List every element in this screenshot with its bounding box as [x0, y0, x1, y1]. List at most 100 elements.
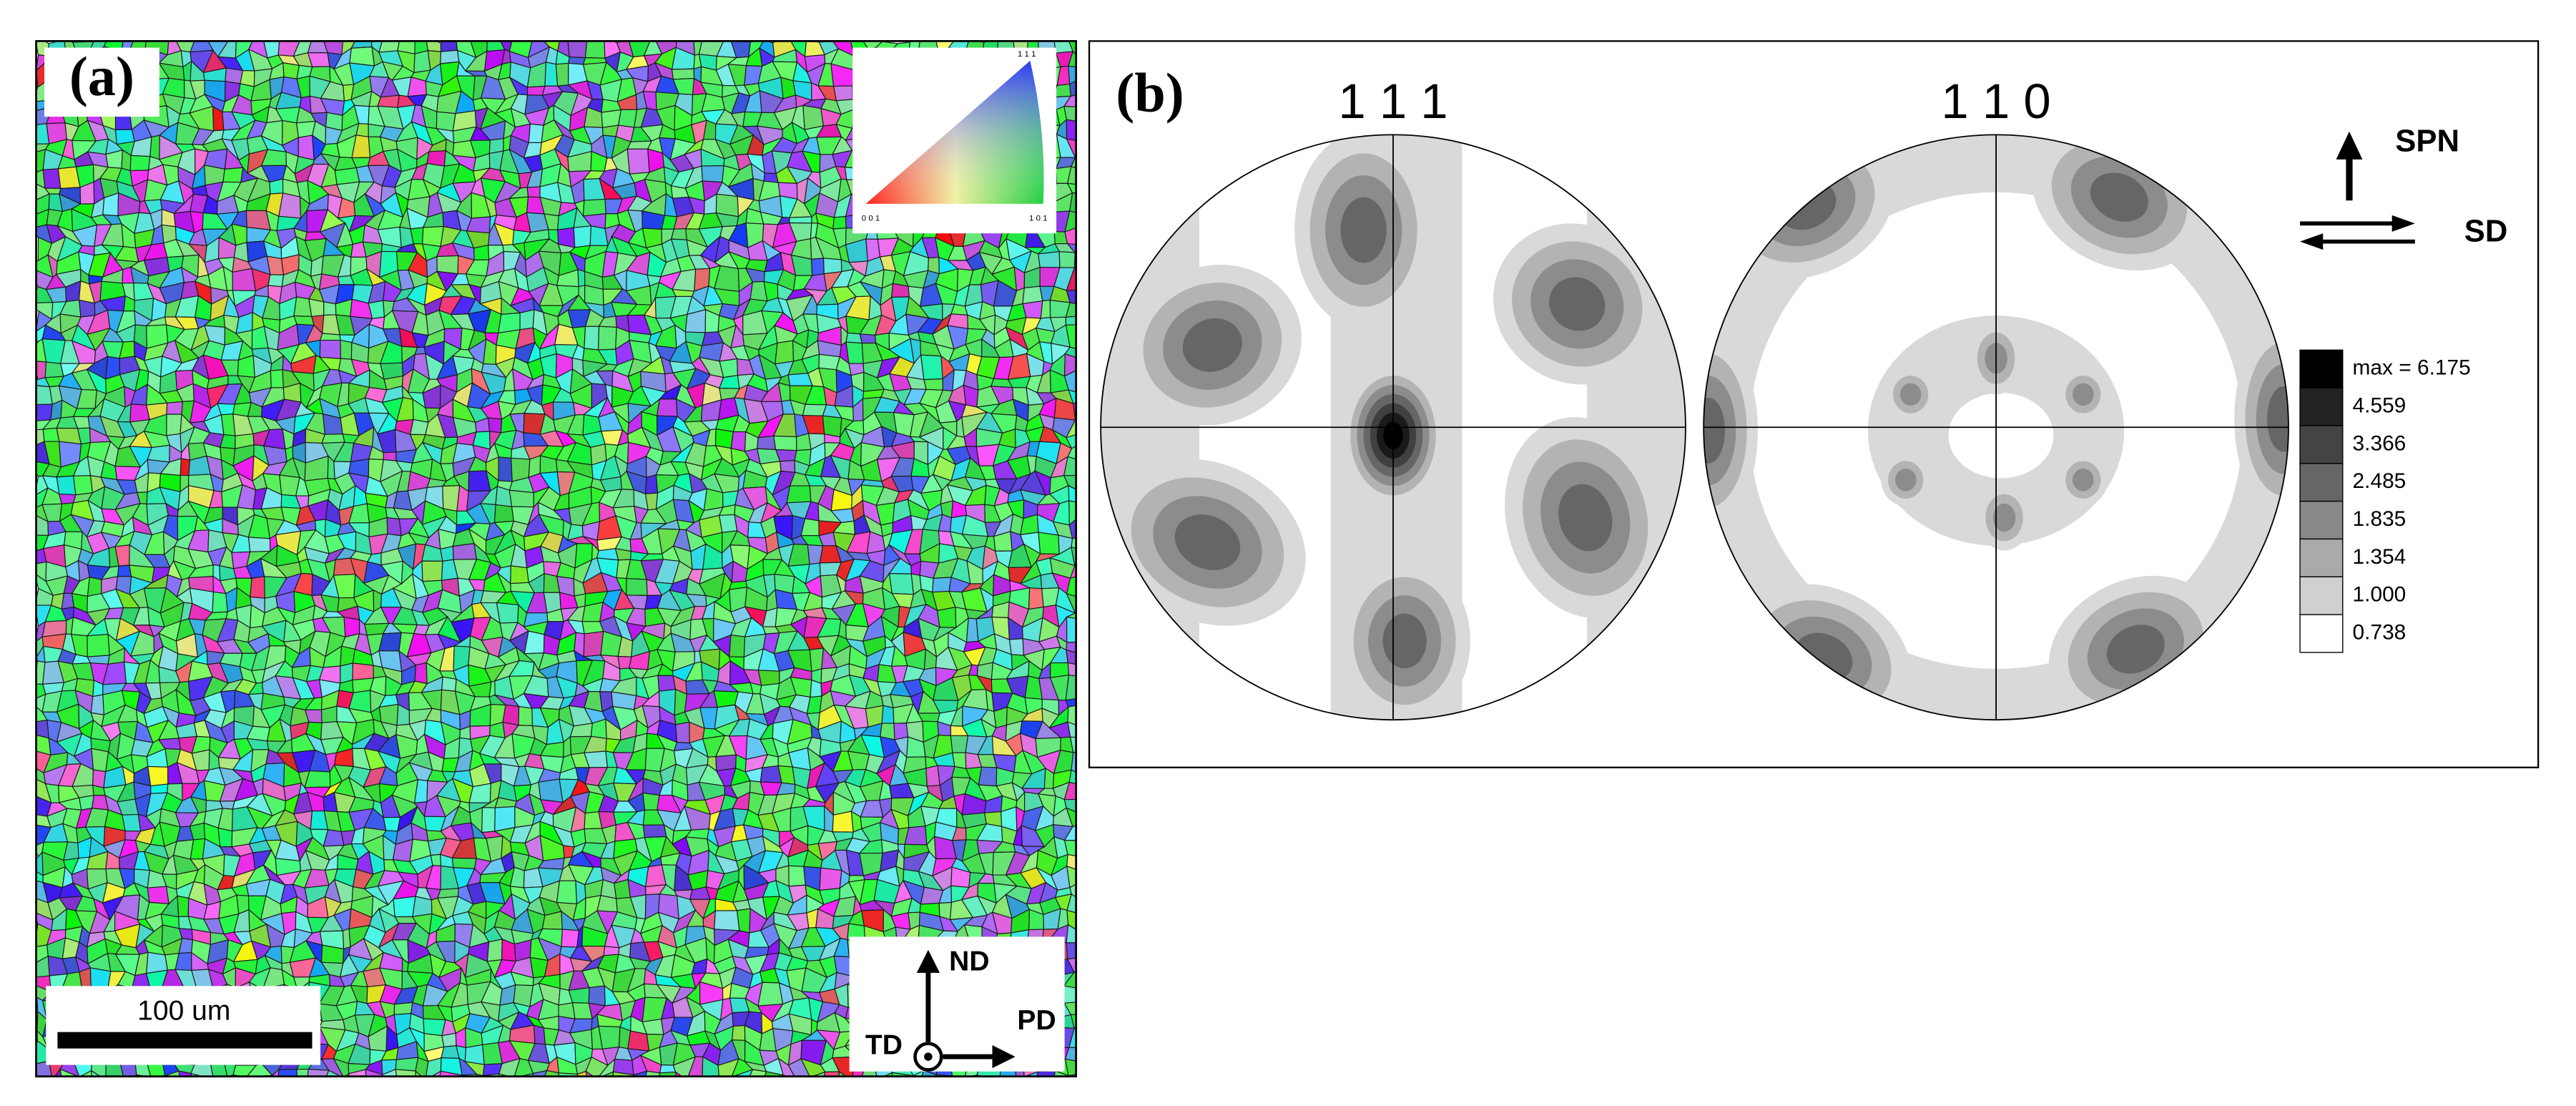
grain: [267, 274, 285, 288]
grain: [584, 326, 600, 351]
grain: [355, 122, 369, 138]
grain: [584, 41, 606, 59]
grain: [1066, 290, 1076, 305]
grain: [713, 910, 740, 931]
grain: [556, 880, 578, 905]
grain: [217, 827, 233, 848]
grain: [1066, 865, 1076, 889]
grain: [1008, 638, 1024, 656]
grain: [78, 299, 96, 318]
grain: [950, 735, 969, 753]
grain: [582, 198, 606, 217]
grain: [222, 167, 244, 183]
grain: [675, 721, 690, 744]
grain: [36, 123, 50, 145]
grain: [810, 679, 822, 698]
grain: [493, 504, 514, 524]
grain: [1068, 500, 1076, 527]
grain: [87, 634, 110, 657]
grain: [413, 50, 431, 74]
grain: [644, 492, 659, 511]
grain: [671, 68, 695, 80]
grain: [166, 413, 182, 436]
grain: [932, 577, 952, 593]
grain: [1065, 315, 1076, 326]
grain: [481, 807, 496, 833]
grain: [538, 778, 564, 803]
grain: [802, 104, 825, 130]
grain: [822, 258, 842, 275]
grain: [1069, 192, 1076, 213]
grain: [757, 435, 777, 451]
grain: [1040, 300, 1051, 319]
grain: [891, 283, 910, 298]
grain: [518, 705, 534, 727]
grain: [473, 245, 490, 260]
grain: [832, 811, 854, 833]
grain: [166, 401, 184, 415]
grain: [377, 94, 400, 108]
grain: [627, 1030, 650, 1052]
grain: [1068, 65, 1076, 85]
grain: [42, 168, 62, 190]
grain: [626, 578, 648, 597]
grain: [832, 85, 854, 102]
grain: [577, 269, 586, 288]
grain: [508, 489, 534, 508]
grain: [568, 987, 590, 1004]
grain: [298, 134, 315, 161]
grain: [147, 765, 169, 787]
grain: [736, 908, 751, 934]
grain: [319, 333, 341, 341]
grain: [732, 1024, 746, 1041]
grain: [757, 982, 784, 1007]
grain: [502, 704, 520, 726]
grain: [282, 62, 300, 79]
grain: [149, 134, 160, 160]
grain: [498, 456, 513, 482]
grain: [1071, 751, 1076, 773]
grain: [340, 339, 353, 360]
grain: [1038, 532, 1060, 555]
grain: [936, 607, 957, 628]
grain: [528, 123, 544, 143]
grain: [1066, 138, 1076, 159]
grain: [323, 301, 337, 316]
grain: [441, 676, 457, 692]
grain: [73, 475, 93, 496]
grain: [212, 591, 228, 613]
grain: [1067, 165, 1076, 185]
grain: [1066, 182, 1076, 194]
grain: [494, 806, 516, 832]
ebsd-map: [36, 41, 1076, 1077]
grain: [1028, 587, 1044, 610]
grain: [822, 415, 842, 438]
grain: [1066, 267, 1076, 291]
grain: [421, 560, 443, 582]
grain: [56, 475, 77, 496]
grain: [321, 434, 345, 444]
grain: [598, 326, 617, 351]
grain: [773, 435, 797, 451]
grain: [1067, 721, 1076, 738]
grain: [426, 41, 442, 52]
grain: [626, 148, 650, 175]
grain: [810, 258, 825, 276]
grain: [1066, 942, 1076, 960]
grain: [87, 577, 102, 597]
grain: [225, 67, 244, 84]
grain: [422, 225, 444, 248]
grain: [393, 1002, 413, 1015]
grain: [269, 178, 284, 195]
grain: [789, 216, 812, 224]
grain: [780, 460, 796, 473]
grain: [573, 225, 592, 248]
grain: [378, 632, 402, 652]
grain: [150, 783, 169, 794]
grain: [644, 474, 659, 494]
grain: [304, 770, 331, 788]
grain: [1069, 736, 1076, 753]
grain: [642, 824, 667, 838]
grain: [598, 1025, 621, 1049]
